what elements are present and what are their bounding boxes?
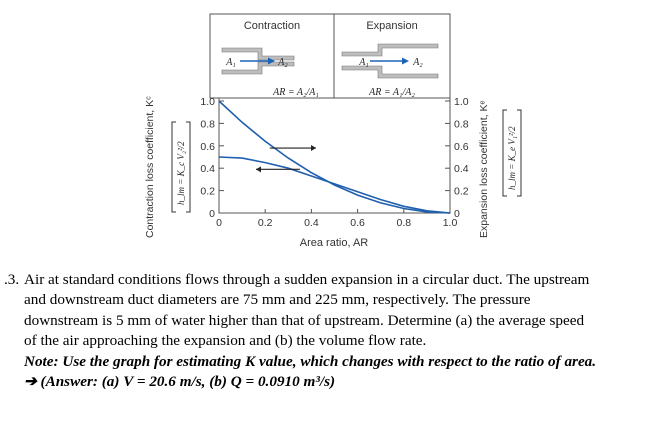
axis-ticks: 0 0.2 0.4 0.6 0.8 1.000.20.40.60.81.000.20.40… (200, 96, 468, 229)
right-y-tick-label: 0.8 (454, 118, 469, 130)
x-tick-label: 0 (216, 217, 222, 229)
left-y-tick-label: 0.2 (200, 186, 215, 198)
problem-line: Air at standard conditions flows through… (24, 271, 590, 288)
left-y-tick-label: 0.6 (200, 141, 215, 153)
contraction-a2-label: A₂ (277, 57, 288, 68)
left-y-tick-label: 0.4 (200, 163, 215, 175)
arrow-right-icon: ➔ (24, 373, 37, 390)
plot-area (218, 97, 451, 214)
left-y-tick-label: 0.8 (200, 118, 215, 130)
left-formula: h_lm = K_c V₂²/2 (171, 121, 191, 213)
expansion-pipe-diagram: A₁ A₂ AR = A₁/A₂ (341, 43, 439, 98)
problem-line: of the air approaching the expansion and… (24, 332, 427, 350)
series-line-contraction (218, 156, 451, 214)
x-tick-label: 0.6 (350, 217, 365, 229)
right-formula: h_lm = K_e V₁²/2 (502, 109, 522, 197)
x-tick-label: 1.0 (443, 217, 458, 229)
expansion-a1-label: A₁ (358, 57, 369, 68)
contraction-pipe-diagram: A₁ A₂ AR = A₂/A₁ (221, 47, 319, 98)
expansion-ar-label: AR = A₁/A₂ (368, 87, 415, 98)
x-tick-label: 0.2 (258, 217, 273, 229)
problem-answer: ➔ (Answer: (a) V = 20.6 m/s, (b) Q = 0.0… (24, 372, 650, 392)
problem-note: Note: Use the graph for estimating K val… (24, 352, 597, 370)
right-y-tick-label: 1.0 (454, 96, 469, 108)
right-y-tick-label: 0.4 (454, 163, 469, 175)
problem-line: and downstream duct diameters are 75 mm … (24, 291, 531, 309)
problem-line: downstream is 5 mm of water higher than … (24, 311, 585, 329)
arrow-head-icon (311, 145, 317, 152)
right-y-axis-label: Expansion loss coefficient, Kᵉ (478, 101, 490, 238)
expansion-title: Expansion (366, 20, 417, 32)
problem-number: .3. (4, 271, 20, 288)
series-line-expansion (218, 100, 451, 214)
loss-coefficient-figure: Contraction Expansion A₁ A₂ AR = A₂/A₁ A… (144, 13, 522, 249)
contraction-ar-label: AR = A₂/A₁ (272, 87, 319, 98)
right-formula-text: h_lm = K_e V₁²/2 (507, 126, 517, 190)
x-tick-label: 0.4 (304, 217, 319, 229)
right-y-tick-label: 0.2 (454, 186, 469, 198)
contraction-a1-label: A₁ (225, 57, 236, 68)
expansion-a2-label: A₂ (412, 57, 423, 68)
right-y-tick-label: 0 (454, 208, 460, 220)
x-axis-label: Area ratio, AR (300, 237, 369, 249)
left-y-tick-label: 0 (209, 208, 215, 220)
left-y-tick-label: 1.0 (200, 96, 215, 108)
contraction-title: Contraction (244, 20, 300, 32)
answer-text: (Answer: (a) V = 20.6 m/s, (b) Q = 0.091… (40, 373, 336, 390)
left-y-axis-label: Contraction loss coefficient, Kᶜ (144, 96, 156, 238)
right-y-tick-label: 0.6 (454, 141, 469, 153)
left-formula-text: h_lm = K_c V₂²/2 (176, 141, 186, 205)
arrow-head-icon (255, 166, 261, 173)
chart-series (218, 100, 451, 214)
x-tick-label: 0.8 (396, 217, 411, 229)
